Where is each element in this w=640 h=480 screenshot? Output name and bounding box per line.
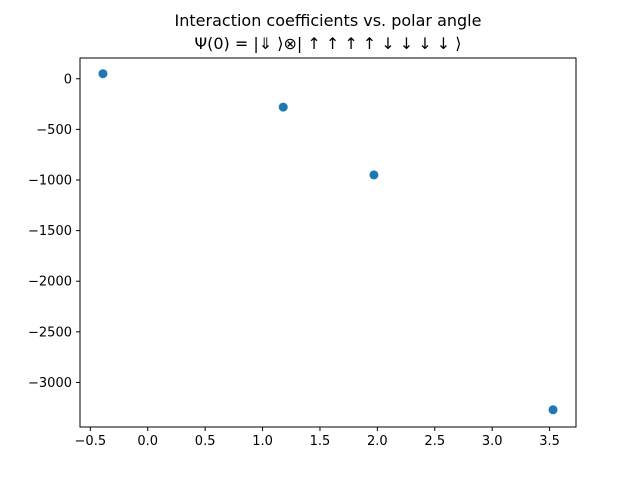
y-tick-label: −1000 xyxy=(28,173,72,188)
x-tick-label: 1.5 xyxy=(310,434,331,449)
x-tick-label: 3.5 xyxy=(539,434,560,449)
data-point xyxy=(98,69,108,79)
y-tick-label: −3000 xyxy=(28,376,72,391)
y-tick-label: −2000 xyxy=(28,275,72,290)
data-point xyxy=(278,102,288,112)
x-axis: −0.5 0.0 0.5 1.0 1.5 2.0 2.5 3.0 3.5 xyxy=(75,427,560,449)
x-tick-label: 2.0 xyxy=(367,434,388,449)
y-tick-label: −500 xyxy=(36,123,72,138)
x-tick-label: 1.0 xyxy=(252,434,273,449)
y-tick-label: 0 xyxy=(64,72,72,87)
x-tick-label: 0.0 xyxy=(137,434,158,449)
x-tick-label: 2.5 xyxy=(424,434,445,449)
data-point xyxy=(369,170,379,180)
data-point xyxy=(548,405,558,415)
y-tick-label: −2500 xyxy=(28,325,72,340)
y-tick-label: −1500 xyxy=(28,224,72,239)
chart-subtitle: Ψ(0) = |⇓ ⟩⊗| ↑ ↑ ↑ ↑ ↓ ↓ ↓ ↓ ⟩ xyxy=(194,34,461,53)
x-tick-label: 0.5 xyxy=(195,434,216,449)
x-tick-label: 3.0 xyxy=(482,434,503,449)
data-points xyxy=(98,69,558,415)
chart-title: Interaction coefficients vs. polar angle xyxy=(175,11,482,30)
plot-area-frame xyxy=(79,57,577,428)
y-axis: 0 −500 −1000 −1500 −2000 −2500 −3000 xyxy=(28,72,80,391)
x-tick-label: −0.5 xyxy=(75,434,107,449)
